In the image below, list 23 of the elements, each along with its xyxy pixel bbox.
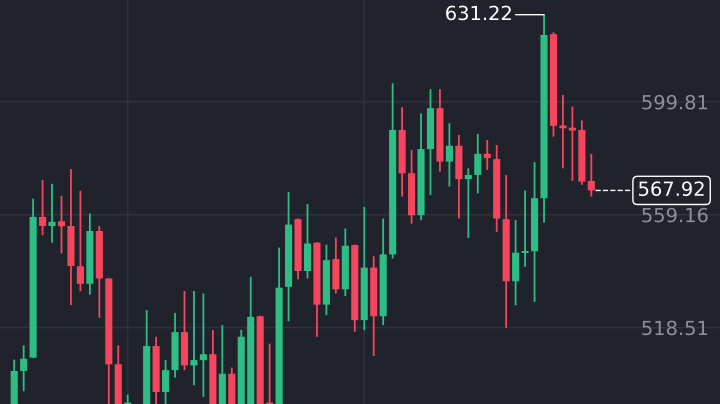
candlestick xyxy=(39,179,46,236)
candlestick xyxy=(568,106,576,182)
candlestick xyxy=(48,182,56,244)
candlestick xyxy=(190,290,198,386)
candlestick xyxy=(266,342,274,404)
candlestick xyxy=(446,122,453,188)
candlestick xyxy=(200,292,207,398)
y-tick-label: 559.16 xyxy=(642,208,708,222)
candlestick xyxy=(522,190,529,268)
candlestick xyxy=(464,167,472,239)
annotation: 631.22 xyxy=(446,6,511,20)
candlestick xyxy=(588,152,595,198)
candlestick xyxy=(484,139,491,171)
candlestick xyxy=(474,132,482,194)
candlestick xyxy=(559,94,566,170)
candlestick xyxy=(76,190,84,292)
candlestick xyxy=(58,194,66,254)
y-tick-label: 518.51 xyxy=(642,320,708,336)
candlestick xyxy=(20,344,28,392)
candlestick xyxy=(124,394,132,404)
y-tick-label: 599.81 xyxy=(642,94,708,110)
candlestick xyxy=(162,359,170,404)
ref-line-label: 567.92 xyxy=(639,181,704,196)
